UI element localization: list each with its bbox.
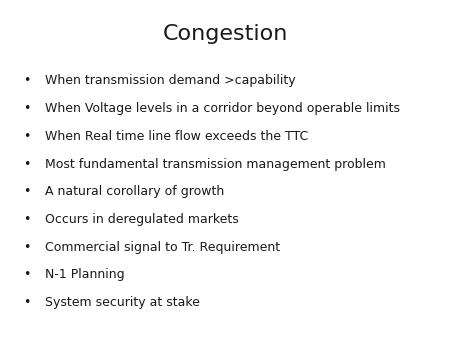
Text: A natural corollary of growth: A natural corollary of growth — [45, 185, 224, 198]
Text: •: • — [23, 268, 31, 281]
Text: Commercial signal to Tr. Requirement: Commercial signal to Tr. Requirement — [45, 241, 280, 254]
Text: •: • — [23, 241, 31, 254]
Text: When transmission demand >capability: When transmission demand >capability — [45, 74, 296, 87]
Text: Congestion: Congestion — [162, 24, 288, 44]
Text: •: • — [23, 185, 31, 198]
Text: •: • — [23, 296, 31, 309]
Text: •: • — [23, 213, 31, 226]
Text: System security at stake: System security at stake — [45, 296, 200, 309]
Text: When Voltage levels in a corridor beyond operable limits: When Voltage levels in a corridor beyond… — [45, 102, 400, 115]
Text: •: • — [23, 74, 31, 87]
Text: •: • — [23, 158, 31, 170]
Text: When Real time line flow exceeds the TTC: When Real time line flow exceeds the TTC — [45, 130, 308, 143]
Text: N-1 Planning: N-1 Planning — [45, 268, 125, 281]
Text: •: • — [23, 130, 31, 143]
Text: Occurs in deregulated markets: Occurs in deregulated markets — [45, 213, 239, 226]
Text: Most fundamental transmission management problem: Most fundamental transmission management… — [45, 158, 386, 170]
Text: •: • — [23, 102, 31, 115]
